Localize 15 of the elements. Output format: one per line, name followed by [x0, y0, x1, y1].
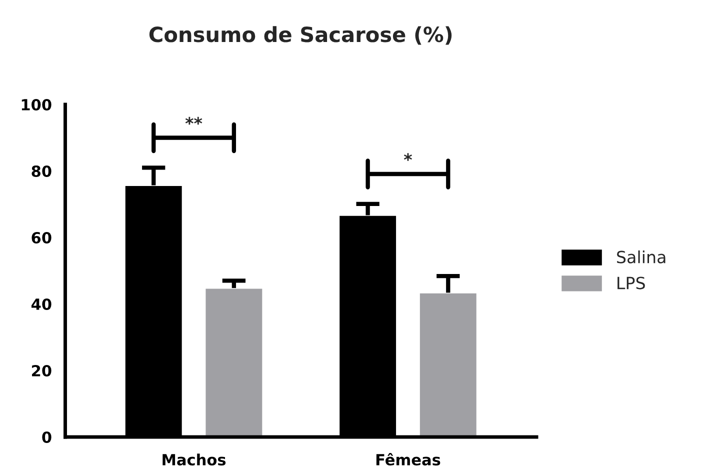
legend-label: Salina: [617, 250, 666, 264]
x-tick-label: Machos: [162, 454, 226, 466]
y-tick-label: 60: [32, 232, 52, 244]
bar: [204, 287, 264, 437]
chart-title: Consumo de Sacarose (%): [149, 26, 452, 45]
x-tick-label: Fêmeas: [376, 453, 440, 466]
y-tick-label: 0: [42, 431, 52, 444]
bar: [418, 292, 478, 437]
y-tick-label: 20: [32, 364, 52, 377]
annotation: *: [404, 153, 412, 161]
y-tick-label: 80: [32, 165, 52, 178]
y-tick-label: 100: [22, 98, 52, 111]
annotation: **: [185, 116, 202, 125]
legend-label: LPS: [618, 276, 645, 290]
y-tick-label: 40: [31, 298, 52, 310]
